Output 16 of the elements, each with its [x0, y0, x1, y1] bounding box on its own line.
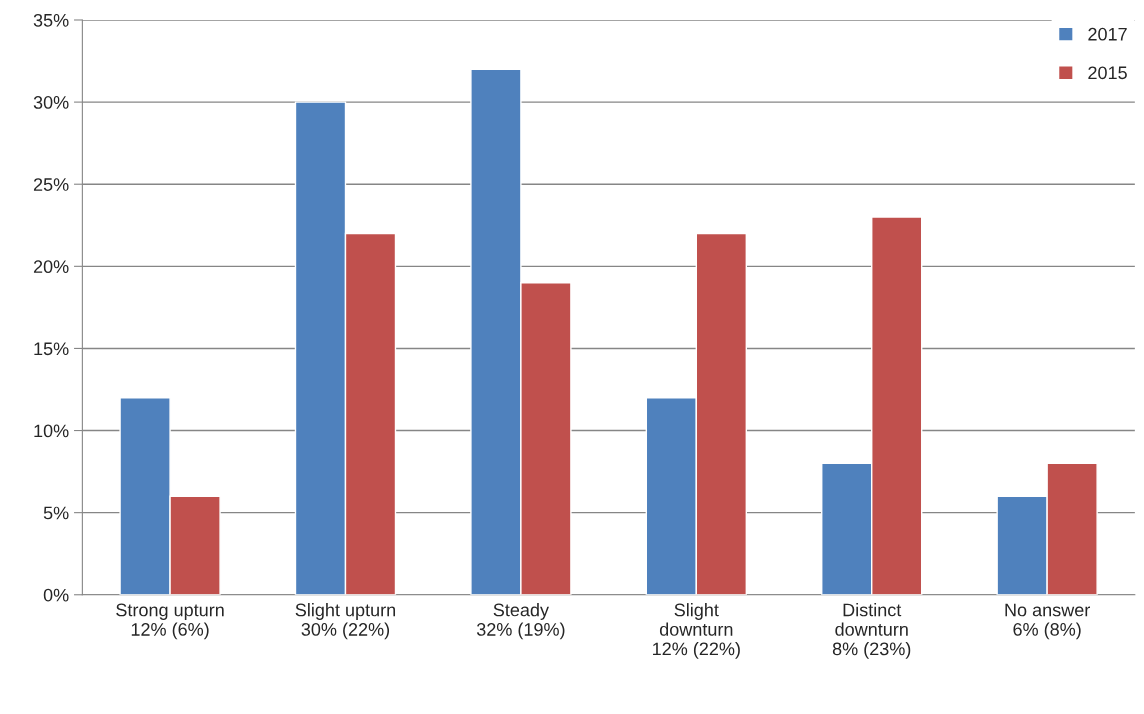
x-tick-label: No answer 6% (8%)	[1005, 603, 1090, 640]
y-tick-label: 25%	[33, 178, 69, 191]
x-tick-label: Steady 32% (19%)	[476, 603, 565, 640]
y-tick-label: 0%	[43, 588, 69, 602]
legend-label: 2017	[1088, 27, 1127, 41]
legend-label: 2015	[1088, 66, 1127, 80]
y-tick-label: 30%	[33, 96, 69, 109]
x-tick-label: Slight upturn 30% (22%)	[295, 603, 396, 640]
y-tick-label: 5%	[43, 506, 69, 520]
y-tick-label: 10%	[34, 424, 69, 438]
x-tick-label: Distinct downturn 8% (23%)	[832, 603, 911, 659]
y-tick-label: 20%	[33, 260, 69, 274]
x-tick-label: Strong upturn 12% (6%)	[116, 603, 224, 640]
y-tick-label: 15%	[34, 342, 69, 356]
x-tick-label: Slight downturn 12% (22%)	[653, 603, 740, 659]
y-tick-label: 35%	[33, 13, 69, 27]
